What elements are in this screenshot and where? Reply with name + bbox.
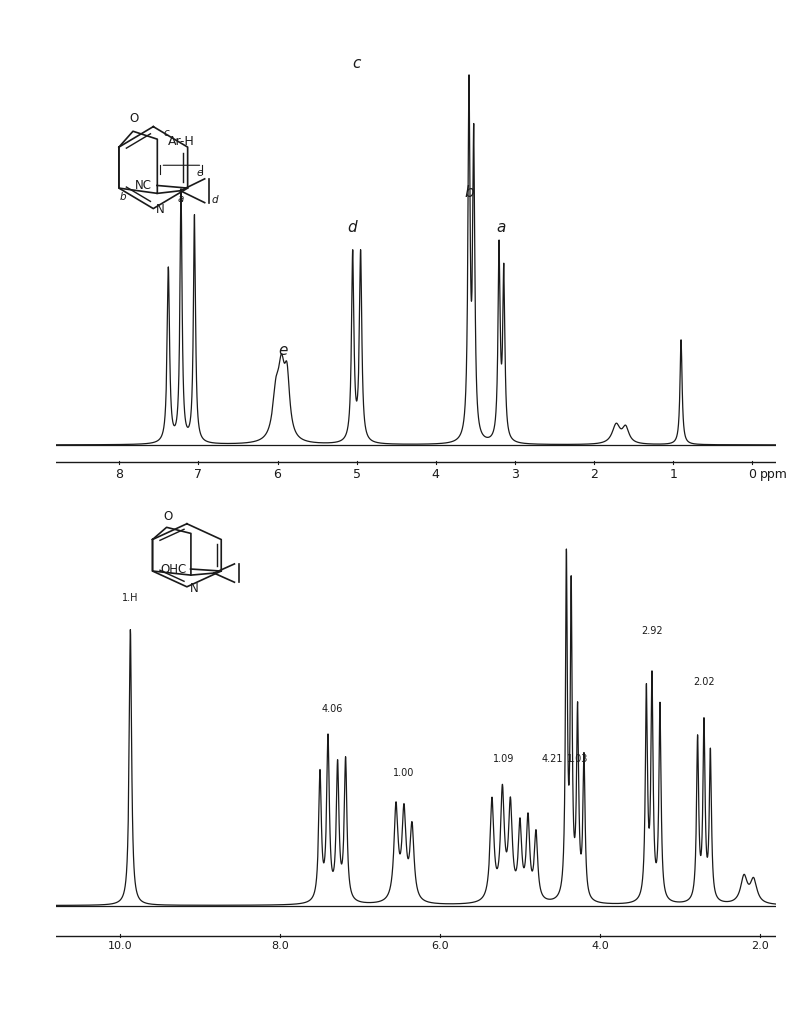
Text: b: b [464, 185, 474, 200]
Text: d: d [347, 221, 357, 235]
Text: 5: 5 [353, 468, 361, 481]
Text: NC: NC [135, 179, 152, 192]
Text: 2.0: 2.0 [751, 941, 769, 951]
Text: 0: 0 [748, 468, 756, 481]
Text: 4: 4 [432, 468, 440, 481]
Text: a: a [177, 194, 183, 203]
Text: 2.92: 2.92 [641, 626, 663, 637]
Text: d: d [211, 194, 218, 204]
Text: O: O [163, 510, 173, 523]
Text: N: N [190, 582, 198, 595]
Text: 2: 2 [590, 468, 598, 481]
Text: 4.0: 4.0 [591, 941, 609, 951]
Text: b: b [119, 192, 126, 202]
Text: 1.03: 1.03 [567, 755, 588, 764]
Text: 1.09: 1.09 [494, 755, 514, 764]
Text: c: c [163, 128, 169, 138]
Text: e: e [197, 168, 203, 178]
Text: 4.06: 4.06 [322, 704, 342, 714]
Text: 3: 3 [511, 468, 519, 481]
Text: 1.00: 1.00 [394, 768, 414, 778]
Text: 2.02: 2.02 [693, 677, 715, 686]
Text: ppm: ppm [760, 468, 788, 481]
Text: 1: 1 [670, 468, 677, 481]
Text: O: O [130, 113, 139, 125]
Text: 8: 8 [115, 468, 123, 481]
Text: 6.0: 6.0 [431, 941, 449, 951]
Text: 8.0: 8.0 [271, 941, 289, 951]
Text: 1.H: 1.H [122, 593, 138, 603]
Text: 10.0: 10.0 [108, 941, 132, 951]
Text: c: c [353, 56, 361, 71]
Text: N: N [156, 202, 165, 216]
Text: 4.21: 4.21 [542, 755, 562, 764]
Text: a: a [496, 221, 506, 235]
Text: Ar-H: Ar-H [168, 135, 194, 147]
Text: OHC: OHC [161, 562, 186, 576]
Text: 7: 7 [194, 468, 202, 481]
Text: e: e [278, 343, 288, 358]
Text: 6: 6 [274, 468, 282, 481]
